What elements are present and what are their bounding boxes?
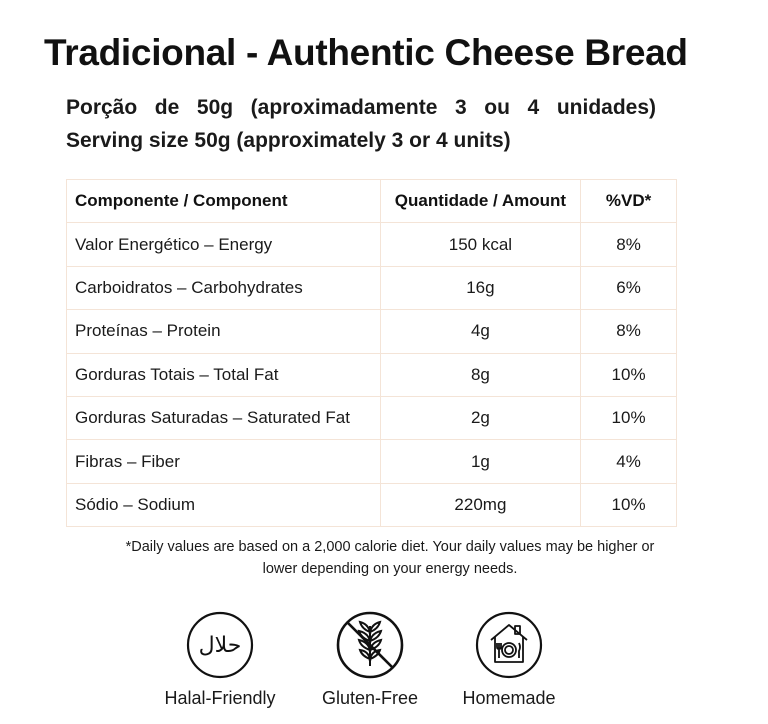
page-title: Tradicional - Authentic Cheese Bread bbox=[44, 32, 688, 73]
row-daily-value: 10% bbox=[580, 352, 677, 397]
gluten-free-icon bbox=[336, 611, 404, 679]
homemade-label: Homemade bbox=[462, 688, 556, 708]
row-daily-value: 8% bbox=[580, 222, 677, 267]
row-daily-value: 6% bbox=[580, 265, 677, 311]
header-daily-value: %VD* bbox=[580, 178, 677, 224]
row-amount: 16g bbox=[379, 265, 582, 311]
row-amount: 150 kcal bbox=[379, 222, 582, 267]
table-header-row: Componente / Component Quantidade / Amou… bbox=[66, 178, 677, 224]
row-daily-value: 10% bbox=[580, 395, 677, 441]
halal-badge: حلال Halal-Friendly bbox=[150, 610, 290, 709]
row-amount: 1g bbox=[379, 439, 582, 484]
footnote-line-2: lower depending on your energy needs. bbox=[262, 561, 518, 577]
row-amount: 8g bbox=[379, 352, 582, 397]
row-component: Fibras – Fiber bbox=[66, 439, 381, 484]
gluten-free-badge: Gluten-Free bbox=[300, 610, 440, 709]
footnote-line-1: *Daily values are based on a 2,000 calor… bbox=[125, 539, 655, 555]
row-component: Carboidratos – Carbohydrates bbox=[66, 265, 381, 311]
table-row: Proteínas – Protein 4g 8% bbox=[66, 309, 677, 354]
header-amount: Quantidade / Amount bbox=[379, 178, 582, 224]
row-amount: 2g bbox=[379, 395, 582, 441]
row-daily-value: 10% bbox=[580, 482, 677, 528]
row-component: Gorduras Totais – Total Fat bbox=[66, 352, 381, 397]
halal-icon: حلال bbox=[186, 611, 254, 679]
table-row: Gorduras Saturadas – Saturated Fat 2g 10… bbox=[66, 395, 677, 441]
serving-size-portuguese: Porção de 50g (aproximadamente 3 ou 4 un… bbox=[66, 96, 656, 119]
table-row: Carboidratos – Carbohydrates 16g 6% bbox=[66, 265, 677, 311]
halal-label: Halal-Friendly bbox=[164, 688, 276, 708]
serving-size-english: Serving size 50g (approximately 3 or 4 u… bbox=[66, 129, 511, 152]
table-row: Fibras – Fiber 1g 4% bbox=[66, 439, 677, 484]
row-component: Gorduras Saturadas – Saturated Fat bbox=[66, 395, 381, 441]
header-component: Componente / Component bbox=[66, 178, 381, 224]
row-component: Proteínas – Protein bbox=[66, 309, 381, 354]
nutrition-table: Componente / Component Quantidade / Amou… bbox=[66, 178, 677, 528]
row-amount: 4g bbox=[379, 309, 582, 354]
row-amount: 220mg bbox=[379, 482, 582, 528]
homemade-icon bbox=[475, 611, 543, 679]
table-row: Gorduras Totais – Total Fat 8g 10% bbox=[66, 352, 677, 397]
homemade-badge: Homemade bbox=[439, 610, 579, 709]
row-daily-value: 4% bbox=[580, 439, 677, 484]
gluten-free-label: Gluten-Free bbox=[321, 688, 419, 708]
table-row: Sódio – Sodium 220mg 10% bbox=[66, 482, 677, 528]
table-row: Valor Energético – Energy 150 kcal 8% bbox=[66, 222, 677, 267]
row-daily-value: 8% bbox=[580, 309, 677, 354]
row-component: Sódio – Sodium bbox=[66, 482, 381, 528]
halal-glyph: حلال bbox=[199, 633, 242, 658]
row-component: Valor Energético – Energy bbox=[66, 222, 381, 267]
daily-value-footnote: *Daily values are based on a 2,000 calor… bbox=[70, 536, 710, 580]
